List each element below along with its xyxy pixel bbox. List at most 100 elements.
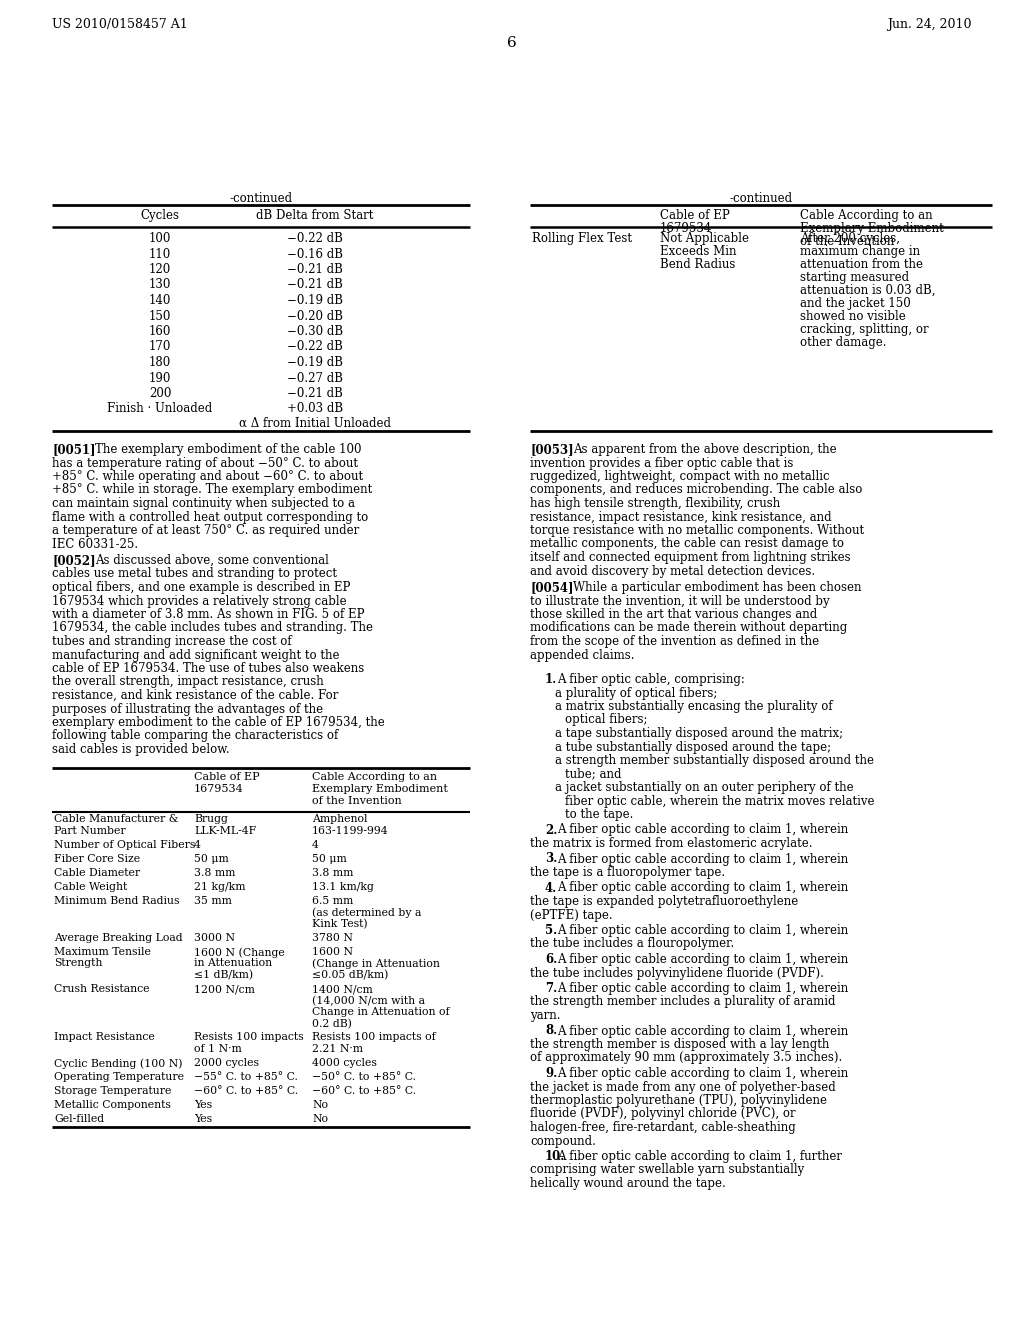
Text: 1200 N/cm: 1200 N/cm [194, 983, 255, 994]
Text: 160: 160 [148, 325, 171, 338]
Text: with a diameter of 3.8 mm. As shown in FIG. 5 of EP: with a diameter of 3.8 mm. As shown in F… [52, 609, 365, 620]
Text: α Δ from Initial Unloaded: α Δ from Initial Unloaded [239, 417, 391, 430]
Text: fluoride (PVDF), polyvinyl chloride (PVC), or: fluoride (PVDF), polyvinyl chloride (PVC… [530, 1107, 796, 1121]
Text: 150: 150 [148, 309, 171, 322]
Text: Rolling Flex Test: Rolling Flex Test [532, 232, 632, 246]
Text: 9.: 9. [545, 1067, 557, 1080]
Text: 10.: 10. [545, 1150, 565, 1163]
Text: 2.: 2. [545, 824, 557, 837]
Text: thermoplastic polyurethane (TPU), polyvinylidene: thermoplastic polyurethane (TPU), polyvi… [530, 1094, 827, 1107]
Text: A fiber optic cable according to claim 1, wherein: A fiber optic cable according to claim 1… [557, 882, 848, 895]
Text: A fiber optic cable according to claim 1, further: A fiber optic cable according to claim 1… [557, 1150, 842, 1163]
Text: invention provides a fiber optic cable that is: invention provides a fiber optic cable t… [530, 457, 794, 470]
Text: Operating Temperature: Operating Temperature [54, 1072, 184, 1082]
Text: 190: 190 [148, 371, 171, 384]
Text: ≤1 dB/km): ≤1 dB/km) [194, 970, 253, 981]
Text: 4: 4 [312, 840, 318, 850]
Text: to the tape.: to the tape. [565, 808, 634, 821]
Text: Cable Diameter: Cable Diameter [54, 869, 140, 878]
Text: +85° C. while operating and about −60° C. to about: +85° C. while operating and about −60° C… [52, 470, 364, 483]
Text: Part Number: Part Number [54, 826, 126, 836]
Text: −0.21 dB: −0.21 dB [287, 387, 343, 400]
Text: After 200 cycles,: After 200 cycles, [800, 232, 900, 246]
Text: 4.: 4. [545, 882, 557, 895]
Text: 50 μm: 50 μm [312, 854, 347, 865]
Text: [0051]: [0051] [52, 444, 95, 455]
Text: −55° C. to +85° C.: −55° C. to +85° C. [194, 1072, 298, 1082]
Text: -continued: -continued [229, 191, 293, 205]
Text: attenuation is 0.03 dB,: attenuation is 0.03 dB, [800, 284, 936, 297]
Text: −0.21 dB: −0.21 dB [287, 279, 343, 292]
Text: 3000 N: 3000 N [194, 933, 234, 942]
Text: 3780 N: 3780 N [312, 933, 353, 942]
Text: -continued: -continued [729, 191, 793, 205]
Text: −60° C. to +85° C.: −60° C. to +85° C. [312, 1086, 416, 1096]
Text: flame with a controlled heat output corresponding to: flame with a controlled heat output corr… [52, 511, 369, 524]
Text: showed no visible: showed no visible [800, 310, 906, 323]
Text: Resists 100 impacts of: Resists 100 impacts of [312, 1032, 436, 1043]
Text: Jun. 24, 2010: Jun. 24, 2010 [888, 18, 972, 30]
Text: the strength member is disposed with a lay length: the strength member is disposed with a l… [530, 1038, 829, 1051]
Text: the matrix is formed from elastomeric acrylate.: the matrix is formed from elastomeric ac… [530, 837, 812, 850]
Text: 1679534 which provides a relatively strong cable: 1679534 which provides a relatively stro… [52, 594, 347, 607]
Text: 4: 4 [194, 840, 201, 850]
Text: 13.1 km/kg: 13.1 km/kg [312, 882, 374, 892]
Text: compound.: compound. [530, 1134, 596, 1147]
Text: purposes of illustrating the advantages of the: purposes of illustrating the advantages … [52, 702, 324, 715]
Text: While a particular embodiment has been chosen: While a particular embodiment has been c… [573, 581, 861, 594]
Text: 6.: 6. [545, 953, 557, 966]
Text: 2.21 N·m: 2.21 N·m [312, 1044, 362, 1053]
Text: 2000 cycles: 2000 cycles [194, 1059, 259, 1068]
Text: Number of Optical Fibers: Number of Optical Fibers [54, 840, 196, 850]
Text: [0052]: [0052] [52, 554, 95, 568]
Text: As apparent from the above description, the: As apparent from the above description, … [573, 444, 837, 455]
Text: 140: 140 [148, 294, 171, 308]
Text: −0.16 dB: −0.16 dB [287, 248, 343, 260]
Text: −0.22 dB: −0.22 dB [287, 232, 343, 246]
Text: No: No [312, 1114, 328, 1125]
Text: tubes and stranding increase the cost of: tubes and stranding increase the cost of [52, 635, 292, 648]
Text: halogen-free, fire-retardant, cable-sheathing: halogen-free, fire-retardant, cable-shea… [530, 1121, 796, 1134]
Text: 0.2 dB): 0.2 dB) [312, 1019, 352, 1028]
Text: Strength: Strength [54, 958, 102, 969]
Text: can maintain signal continuity when subjected to a: can maintain signal continuity when subj… [52, 498, 355, 510]
Text: LLK-ML-4F: LLK-ML-4F [194, 826, 256, 836]
Text: Brugg: Brugg [194, 814, 228, 825]
Text: attenuation from the: attenuation from the [800, 257, 923, 271]
Text: 110: 110 [148, 248, 171, 260]
Text: cracking, splitting, or: cracking, splitting, or [800, 323, 929, 337]
Text: −0.27 dB: −0.27 dB [287, 371, 343, 384]
Text: components, and reduces microbending. The cable also: components, and reduces microbending. Th… [530, 483, 862, 496]
Text: Not Applicable: Not Applicable [660, 232, 749, 246]
Text: [0053]: [0053] [530, 444, 573, 455]
Text: Bend Radius: Bend Radius [660, 257, 735, 271]
Text: 6.5 mm: 6.5 mm [312, 896, 353, 906]
Text: No: No [312, 1100, 328, 1110]
Text: yarn.: yarn. [530, 1008, 560, 1022]
Text: of the Invention: of the Invention [312, 796, 401, 805]
Text: manufacturing and add significant weight to the: manufacturing and add significant weight… [52, 648, 340, 661]
Text: cables use metal tubes and stranding to protect: cables use metal tubes and stranding to … [52, 568, 337, 581]
Text: −50° C. to +85° C.: −50° C. to +85° C. [312, 1072, 416, 1082]
Text: exemplary embodiment to the cable of EP 1679534, the: exemplary embodiment to the cable of EP … [52, 715, 385, 729]
Text: +0.03 dB: +0.03 dB [287, 403, 343, 416]
Text: a temperature of at least 750° C. as required under: a temperature of at least 750° C. as req… [52, 524, 359, 537]
Text: −0.21 dB: −0.21 dB [287, 263, 343, 276]
Text: 120: 120 [148, 263, 171, 276]
Text: 50 μm: 50 μm [194, 854, 228, 865]
Text: Storage Temperature: Storage Temperature [54, 1086, 171, 1096]
Text: −0.19 dB: −0.19 dB [287, 294, 343, 308]
Text: 1600 N: 1600 N [312, 946, 353, 957]
Text: Yes: Yes [194, 1114, 212, 1125]
Text: US 2010/0158457 A1: US 2010/0158457 A1 [52, 18, 187, 30]
Text: As discussed above, some conventional: As discussed above, some conventional [95, 554, 329, 568]
Text: 1400 N/cm: 1400 N/cm [312, 983, 373, 994]
Text: 130: 130 [148, 279, 171, 292]
Text: 3.8 mm: 3.8 mm [194, 869, 236, 878]
Text: 8.: 8. [545, 1024, 557, 1038]
Text: 200: 200 [148, 387, 171, 400]
Text: Exemplary Embodiment: Exemplary Embodiment [312, 784, 447, 793]
Text: [0054]: [0054] [530, 581, 573, 594]
Text: Finish · Unloaded: Finish · Unloaded [108, 403, 213, 416]
Text: −60° C. to +85° C.: −60° C. to +85° C. [194, 1086, 298, 1096]
